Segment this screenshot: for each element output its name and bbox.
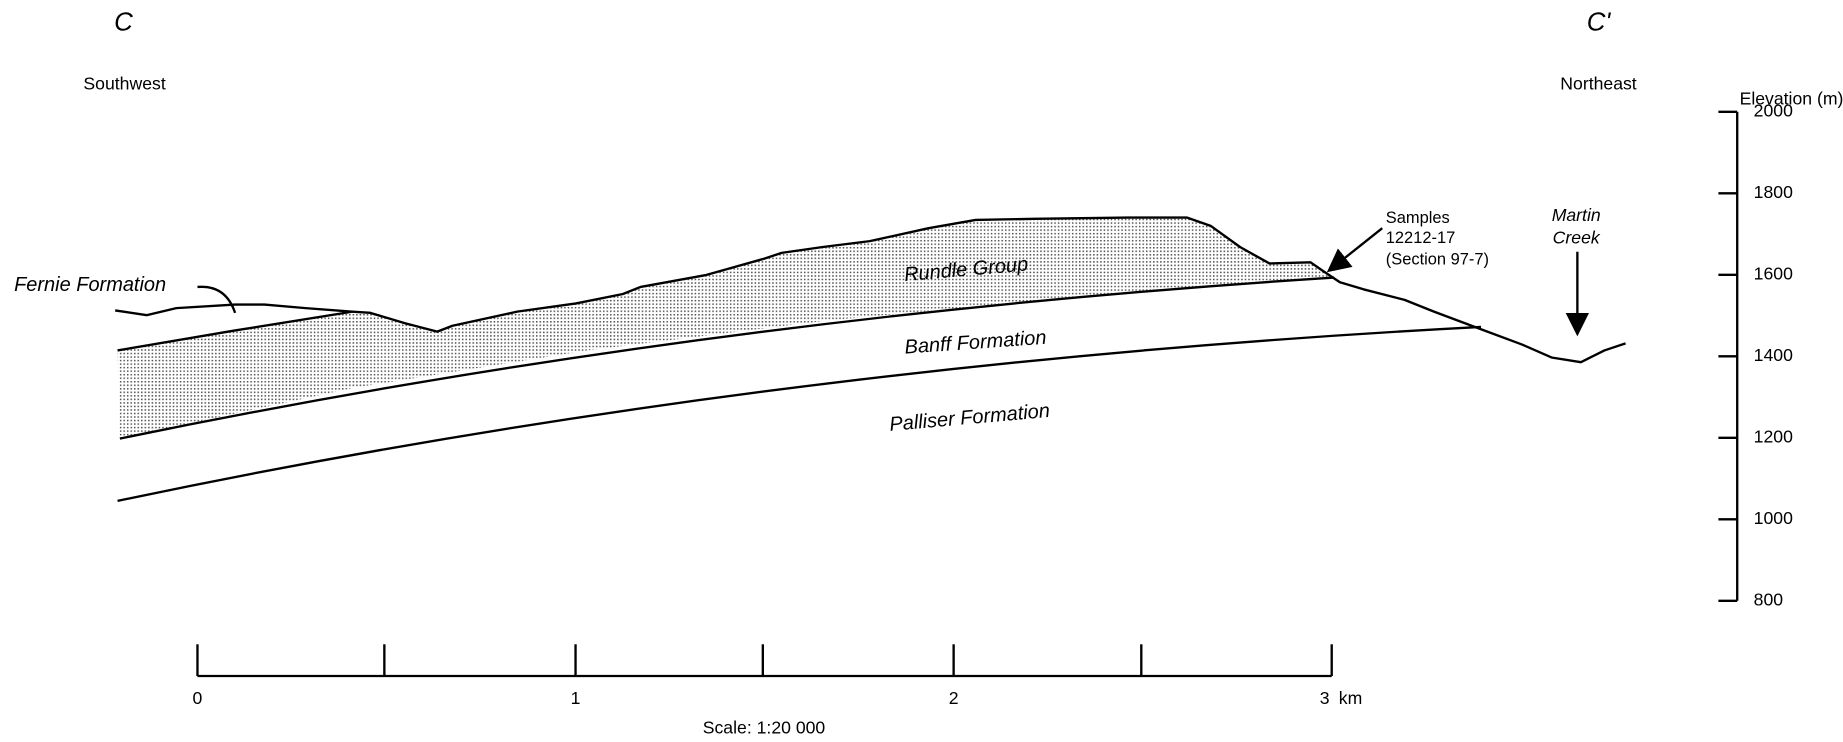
scale-bar-label: 0	[193, 688, 203, 708]
cross-section: C C' Southwest Northeast Fernie Formatio…	[0, 0, 1843, 742]
creek-label: Creek	[1553, 227, 1601, 247]
formation-label: Banff Formation	[904, 327, 1047, 359]
formation-label: Palliser Formation	[889, 400, 1051, 436]
scale-bar-label: 2	[949, 688, 959, 708]
axis-tick-label: 1600	[1754, 263, 1793, 283]
axis-tick-label: 1200	[1754, 426, 1793, 446]
creek-label: Martin	[1552, 205, 1601, 225]
axis-tick-label: 1800	[1754, 182, 1793, 202]
direction-label: Northeast	[1560, 73, 1637, 93]
scale-bar-label: 3	[1320, 688, 1330, 708]
samples-label: Samples	[1386, 209, 1450, 227]
samples-label: 12212-17	[1386, 229, 1455, 247]
axis-tick-label: 1000	[1754, 508, 1793, 528]
axis-ticks: 2000 1800 1600 1400 1200 1000 800	[1718, 100, 1793, 609]
section-start-label: C	[114, 9, 133, 37]
rundle-unit	[118, 218, 1335, 439]
page: C C' Southwest Northeast Fernie Formatio…	[0, 0, 1843, 742]
section-end-label: C'	[1587, 9, 1612, 37]
scale-caption: Scale: 1:20 000	[703, 718, 826, 738]
fernie-leader	[197, 287, 235, 313]
formation-label: Fernie Formation	[14, 274, 166, 296]
samples-label: (Section 97-7)	[1386, 250, 1489, 268]
samples-arrow	[1331, 228, 1383, 269]
scale-bar-label: 1	[571, 688, 581, 708]
scale-bar-unit: km	[1339, 688, 1363, 708]
axis-tick-label: 2000	[1754, 100, 1793, 120]
axis-tick-label: 1400	[1754, 345, 1793, 365]
direction-label: Southwest	[83, 73, 165, 93]
axis-tick-label: 800	[1754, 589, 1784, 609]
